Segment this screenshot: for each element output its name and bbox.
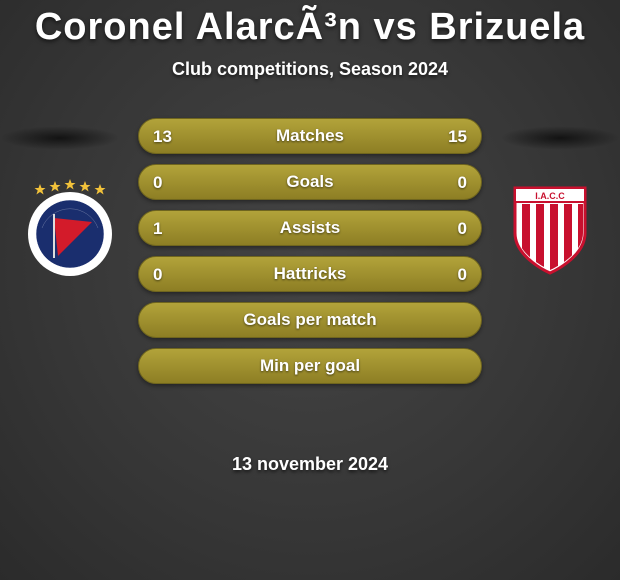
stat-label: Matches <box>276 126 344 146</box>
stat-right-value: 0 <box>458 165 467 201</box>
shadow-left <box>0 126 120 150</box>
watermark-container: FcTables.com <box>0 392 620 580</box>
stat-row-goals-per-match: Goals per match <box>138 302 482 338</box>
stat-left-value: 0 <box>153 165 162 201</box>
shadow-right <box>500 126 620 150</box>
stat-label: Goals <box>286 172 333 192</box>
stats-container: 13 Matches 15 0 Goals 0 1 Assists 0 0 Ha… <box>138 118 482 394</box>
page-subtitle: Club competitions, Season 2024 <box>0 59 620 80</box>
stat-row-assists: 1 Assists 0 <box>138 210 482 246</box>
shield-text: I.A.C.C <box>535 191 565 201</box>
club-logo-right: I.A.C.C <box>500 178 600 283</box>
stat-label: Assists <box>280 218 340 238</box>
stat-left-value: 13 <box>153 119 172 155</box>
page-title: Coronel AlarcÃ³n vs Brizuela <box>0 0 620 49</box>
stat-right-value: 0 <box>458 257 467 293</box>
stat-label: Hattricks <box>274 264 347 284</box>
page-root: Coronel AlarcÃ³n vs Brizuela Club compet… <box>0 0 620 580</box>
stat-right-value: 15 <box>448 119 467 155</box>
stat-row-hattricks: 0 Hattricks 0 <box>138 256 482 292</box>
stripes-icon <box>517 204 583 274</box>
stat-row-goals: 0 Goals 0 <box>138 164 482 200</box>
stat-left-value: 1 <box>153 211 162 247</box>
argentinos-juniors-logo <box>20 178 120 278</box>
stat-left-value: 0 <box>153 257 162 293</box>
stat-right-value: 0 <box>458 211 467 247</box>
club-logo-left <box>20 178 120 283</box>
stat-row-min-per-goal: Min per goal <box>138 348 482 384</box>
stat-label: Goals per match <box>243 310 376 330</box>
stat-row-matches: 13 Matches 15 <box>138 118 482 154</box>
stat-label: Min per goal <box>260 356 360 376</box>
instituto-cordoba-logo: I.A.C.C <box>500 178 600 278</box>
footer-date: 13 november 2024 <box>0 454 620 475</box>
